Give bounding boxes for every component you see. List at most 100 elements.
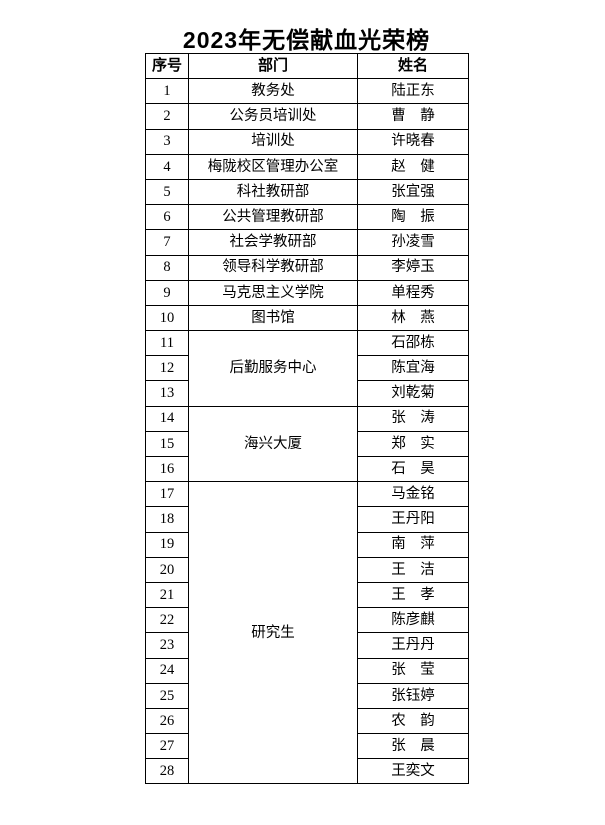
header-name: 姓名 [357,52,469,80]
table-row: 28 王奕文 [145,758,469,785]
cell-no: 4 [145,153,189,180]
cell-no: 22 [145,607,189,634]
table-row: 5 科社教研部 张宜强 [145,178,469,206]
cell-name: 王 洁 [357,556,469,583]
cell-name: 南 萍 [357,531,469,558]
cell-no: 17 [145,481,189,508]
table-row: 12 陈宜海 [145,355,469,382]
table-row: 14 海兴大厦 张 涛 [145,405,469,483]
cell-name: 石邵栋 [357,330,469,357]
table-row: 3 培训处 许晓春 [145,128,469,155]
cell-no: 24 [145,657,189,684]
cell-dept: 领导科学教研部 [188,254,358,281]
cell-no: 26 [145,707,189,735]
cell-no: 20 [145,556,189,583]
cell-dept-merged: 海兴大厦 [188,405,358,483]
cell-name: 许晓春 [357,128,469,155]
cell-dept: 梅陇校区管理办公室 [188,153,358,180]
table-row: 1 教务处 陆正东 [145,78,469,105]
cell-no: 25 [145,682,189,709]
cell-name: 张钰婷 [357,682,469,709]
cell-dept: 公务员培训处 [188,103,358,130]
cell-dept: 科社教研部 [188,178,358,206]
table-row: 25 张钰婷 [145,682,469,709]
cell-no: 6 [145,204,189,231]
cell-name: 李婷玉 [357,254,469,281]
cell-no: 1 [145,78,189,105]
cell-no: 23 [145,632,189,659]
honor-roll-table: 序号 部门 姓名 1 教务处 陆正东 2 公务员培训处 曹 静 3 培训处 许晓… [145,52,469,785]
cell-name: 马金铭 [357,481,469,508]
cell-no: 8 [145,254,189,281]
cell-no: 18 [145,506,189,533]
table-row: 7 社会学教研部 孙凌雪 [145,229,469,256]
table-row: 23 王丹丹 [145,632,469,659]
table-row: 27 张 晨 [145,733,469,760]
cell-name: 林 燕 [357,304,469,332]
cell-name: 赵 健 [357,153,469,180]
cell-name: 单程秀 [357,279,469,306]
cell-name: 王 孝 [357,581,469,609]
cell-no: 9 [145,279,189,306]
cell-dept-merged: 后勤服务中心 [188,330,358,407]
table-row: 18 王丹阳 [145,506,469,533]
cell-no: 11 [145,330,189,357]
table-row: 2 公务员培训处 曹 静 [145,103,469,130]
cell-no: 3 [145,128,189,155]
cell-dept: 培训处 [188,128,358,155]
cell-no: 13 [145,380,189,407]
header-no: 序号 [145,52,189,80]
header-dept: 部门 [188,52,358,80]
table-row: 24 张 莹 [145,657,469,684]
cell-name: 王丹阳 [357,506,469,533]
table-row: 16 石 昊 [145,455,469,483]
cell-no: 5 [145,178,189,206]
cell-no: 19 [145,531,189,558]
table-row: 13 刘乾菊 [145,380,469,407]
table-row: 9 马克思主义学院 单程秀 [145,279,469,306]
cell-name: 陈彦麒 [357,607,469,634]
cell-no: 28 [145,758,189,785]
cell-name: 王丹丹 [357,632,469,659]
table-row: 8 领导科学教研部 李婷玉 [145,254,469,281]
cell-no: 21 [145,581,189,609]
table-row: 4 梅陇校区管理办公室 赵 健 [145,153,469,180]
cell-name: 孙凌雪 [357,229,469,256]
cell-name: 曹 静 [357,103,469,130]
cell-no: 10 [145,304,189,332]
table-row: 22 陈彦麒 [145,607,469,634]
table-row: 20 王 洁 [145,556,469,583]
cell-no: 16 [145,455,189,483]
cell-dept: 图书馆 [188,304,358,332]
cell-name: 农 韵 [357,707,469,735]
cell-name: 石 昊 [357,455,469,483]
table-row: 21 王 孝 [145,581,469,609]
cell-dept: 社会学教研部 [188,229,358,256]
cell-name: 刘乾菊 [357,380,469,407]
cell-no: 12 [145,355,189,382]
table-header-row: 序号 部门 姓名 [145,52,469,80]
cell-no: 15 [145,430,189,458]
cell-name: 张宜强 [357,178,469,206]
page-title: 2023年无偿献血光荣榜 [182,27,431,53]
cell-name: 张 莹 [357,657,469,684]
cell-name: 王奕文 [357,758,469,785]
cell-dept-merged: 研究生 [188,481,358,785]
table-row: 10 图书馆 林 燕 [145,304,469,332]
cell-dept: 公共管理教研部 [188,204,358,231]
cell-name: 陶 振 [357,204,469,231]
cell-no: 7 [145,229,189,256]
cell-name: 陈宜海 [357,355,469,382]
cell-dept: 马克思主义学院 [188,279,358,306]
table-row: 6 公共管理教研部 陶 振 [145,204,469,231]
cell-name: 陆正东 [357,78,469,105]
table-row: 15 郑 实 [145,430,469,458]
cell-name: 郑 实 [357,430,469,458]
table-row: 19 南 萍 [145,531,469,558]
table-row: 26 农 韵 [145,707,469,735]
cell-dept: 教务处 [188,78,358,105]
cell-name: 张 涛 [357,405,469,432]
cell-name: 张 晨 [357,733,469,760]
table-row: 17 研究生 马金铭 [145,481,469,785]
